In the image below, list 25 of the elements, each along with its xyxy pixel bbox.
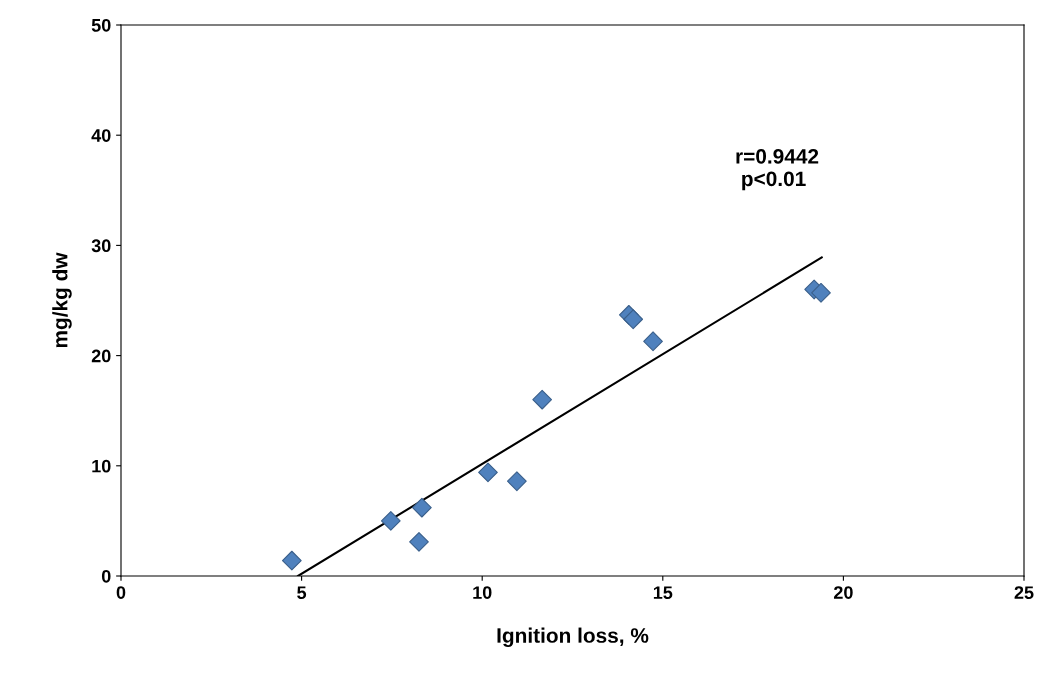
point <box>507 471 527 492</box>
y-tick-label: 30 <box>91 239 111 253</box>
x-tick-label: 15 <box>653 586 673 599</box>
point <box>412 497 432 518</box>
y-tick-label: 20 <box>91 349 111 363</box>
point <box>811 282 831 303</box>
y-tick-label: 0 <box>101 569 111 583</box>
annotation: r=0.9442 p<0.01 <box>736 148 819 191</box>
x-tick-label: 0 <box>116 586 126 599</box>
y-tick-label: 10 <box>92 459 111 473</box>
x-tick-label: 20 <box>833 586 853 599</box>
point <box>623 309 644 330</box>
y-tick-label: 40 <box>91 129 111 142</box>
point <box>532 389 553 410</box>
x-axis-title: Ignition loss, % <box>497 627 649 648</box>
y-tick-label: 50 <box>91 18 111 32</box>
point <box>478 462 498 483</box>
x-tick-label: 10 <box>473 586 492 599</box>
point <box>380 511 401 531</box>
point <box>643 331 663 352</box>
point <box>281 550 302 571</box>
x-tick-label: 5 <box>297 586 307 599</box>
x-tick-label: 25 <box>1014 586 1034 599</box>
point <box>409 531 429 552</box>
y-axis-title: mg/kg dw <box>52 252 72 348</box>
